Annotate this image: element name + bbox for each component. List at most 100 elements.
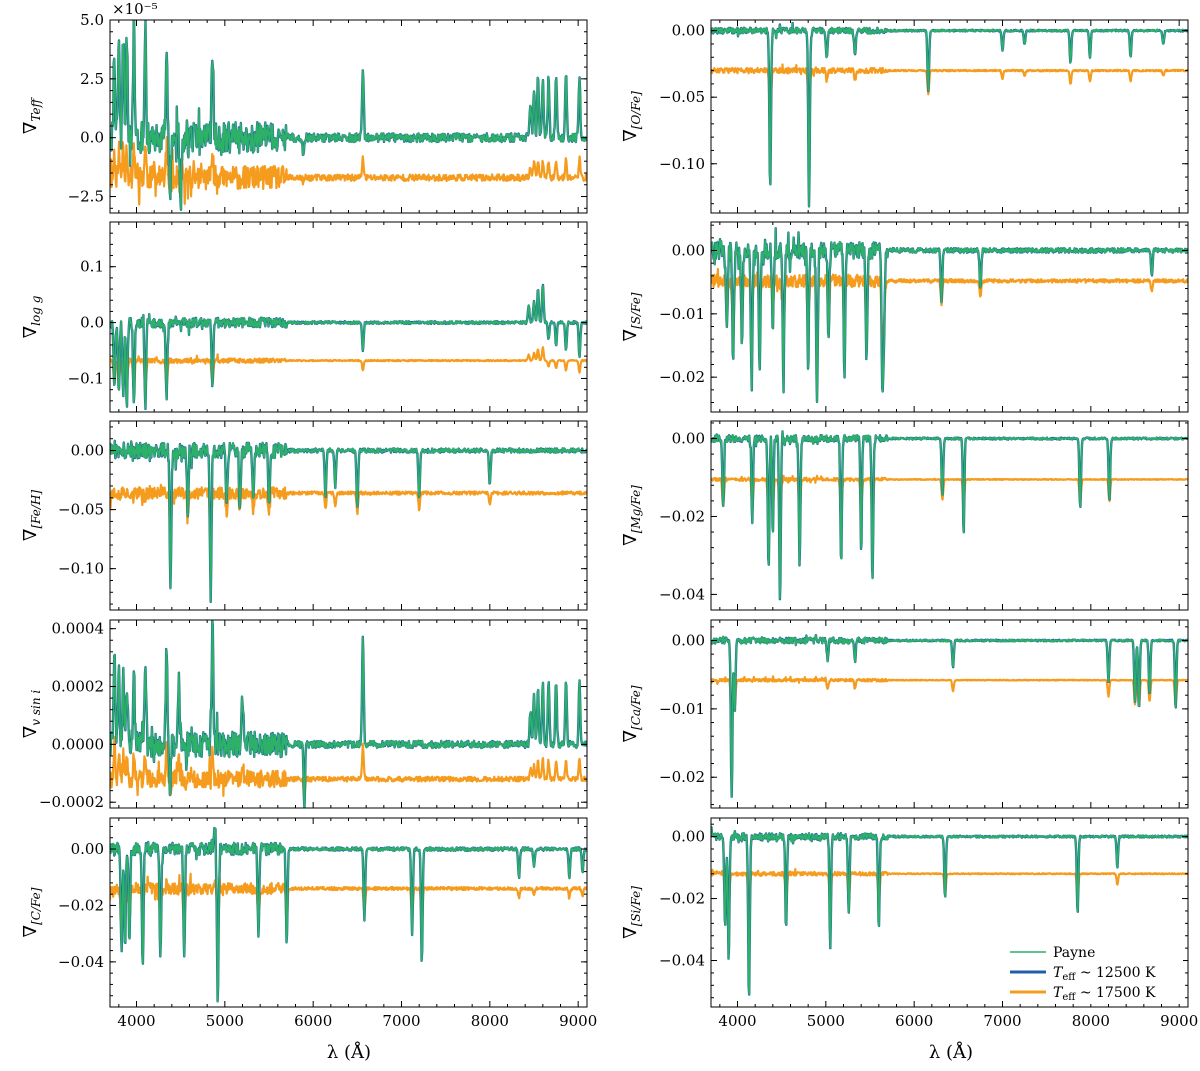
x-tick-label: 6000 [895, 1012, 933, 1030]
series-hot [711, 63, 1188, 140]
x-tick-label: 9000 [1160, 1012, 1198, 1030]
series-hot [711, 675, 1188, 746]
series-payne [110, 284, 587, 410]
legend-label-cool: Teff ~ 12500 K [1053, 965, 1156, 983]
sci-notation-label: ×10⁻⁵ [112, 0, 158, 18]
series-cool [711, 430, 1188, 601]
y-tick-label: −0.02 [659, 768, 705, 786]
y-axis-label: ∇[S/Fe] [620, 292, 643, 341]
x-axis-label-right: λ (Å) [929, 1041, 973, 1063]
panel-right-0: −0.10 −0.05 0.00 ∇[O/Fe] [620, 19, 1189, 214]
y-axis-label: ∇[Mg/Fe] [620, 485, 643, 546]
y-tick-label: −0.02 [659, 890, 705, 908]
axes-frame [710, 19, 1189, 214]
series-payne [711, 226, 1188, 403]
panel-left-1: −0.1 0.0 0.1 ∇log g [20, 221, 588, 413]
x-tick-label: 8000 [471, 1012, 509, 1030]
y-tick-label: −0.10 [659, 155, 705, 173]
y-tick-label: −0.01 [659, 305, 705, 323]
y-tick-label: 0.00 [71, 442, 104, 460]
x-tick-label: 5000 [807, 1012, 845, 1030]
y-tick-label: −0.01 [659, 700, 705, 718]
series-cool [110, 283, 587, 411]
y-tick-label: 0.00 [672, 430, 705, 448]
series-cool [711, 633, 1188, 798]
series-payne [110, 827, 587, 1003]
panel-right-3: −0.02 −0.01 0.00 ∇[Ca/Fe] [620, 619, 1189, 809]
legend-label-payne: Payne [1053, 945, 1095, 961]
y-axis-label: ∇[O/Fe] [620, 91, 643, 142]
series-payne [711, 826, 1188, 996]
axes-frame [109, 221, 588, 413]
y-axis-label: ∇v sin i [20, 690, 43, 739]
series-hot [110, 483, 587, 548]
panel-left-2: −0.10 −0.05 0.00 ∇[Fe/H] [20, 420, 588, 611]
y-axis-label: ∇[C/Fe] [20, 887, 43, 937]
plot-area [711, 21, 1188, 208]
series-payne [711, 22, 1188, 208]
series-payne [110, 440, 587, 603]
plot-area [110, 283, 587, 411]
plot-area [110, 439, 587, 604]
y-tick-label: 0.1 [80, 258, 104, 276]
y-tick-label: −0.04 [58, 953, 104, 971]
y-tick-label: −0.02 [659, 507, 705, 525]
series-hot [110, 735, 587, 799]
y-tick-label: −0.10 [58, 560, 104, 578]
x-axis-label-left: λ (Å) [327, 1041, 371, 1063]
legend: Payne Teff ~ 12500 K Teff ~ 17500 K [1003, 938, 1183, 1004]
x-tick-label: 4000 [117, 1012, 155, 1030]
series-hot [711, 267, 1188, 351]
panel-left-0: −2.5 0.0 2.5 5.0 ∇Teff [20, 11, 588, 214]
y-tick-label: −0.04 [659, 952, 705, 970]
plot-area [711, 826, 1188, 996]
plot-area [711, 430, 1188, 601]
plot-area [711, 633, 1188, 798]
series-hot [711, 868, 1188, 929]
y-axis-label: ∇[Ca/Fe] [620, 685, 643, 742]
y-tick-label: −0.04 [659, 585, 705, 603]
panel-right-4: 4000 5000 6000 7000 8000 9000 −0.04 −0.02 0.00 ∇[… [620, 817, 1198, 1030]
y-tick-label: 0.0 [80, 129, 104, 147]
x-tick-label: 7000 [382, 1012, 420, 1030]
series-payne [711, 430, 1188, 600]
x-tick-label: 7000 [983, 1012, 1021, 1030]
panel-right-2: −0.04 −0.02 0.00 ∇[Mg/Fe] [620, 420, 1189, 611]
y-tick-label: 0.00 [672, 632, 705, 650]
y-tick-label: 0.0 [80, 314, 104, 332]
series-payne [711, 634, 1188, 798]
series-payne [110, 620, 587, 808]
y-tick-label: 0.0000 [52, 735, 105, 753]
y-tick-label: −0.02 [659, 368, 705, 386]
x-tick-label: 6000 [294, 1012, 332, 1030]
y-tick-label: 0.0004 [52, 620, 105, 638]
x-tick-label: 8000 [1072, 1012, 1110, 1030]
y-axis-label: ∇[Si/Fe] [620, 886, 643, 939]
panel-right-1: −0.02 −0.01 0.00 ∇[S/Fe] [620, 221, 1189, 413]
series-hot [711, 474, 1188, 537]
x-tick-label: 9000 [559, 1012, 597, 1030]
y-axis-label: ∇log g [20, 295, 43, 338]
series-payne [110, 20, 587, 211]
y-tick-label: −2.5 [68, 188, 104, 206]
plot-area [711, 226, 1188, 404]
y-tick-label: −0.02 [58, 896, 104, 914]
x-tick-label: 4000 [718, 1012, 756, 1030]
y-axis-label: ∇Teff [20, 96, 43, 134]
panel-left-4: 4000 5000 6000 7000 8000 9000 −0.04 −0.02 0.00 ∇[… [20, 817, 597, 1030]
plot-area [110, 826, 587, 1003]
y-tick-label: −0.0002 [39, 793, 104, 811]
y-tick-label: 0.00 [672, 828, 705, 846]
y-tick-label: 0.00 [71, 840, 104, 858]
series-hot [110, 346, 587, 393]
series-hot [110, 136, 587, 206]
y-tick-label: 0.00 [672, 242, 705, 260]
series-hot [110, 872, 587, 943]
series-cool [110, 439, 587, 604]
y-tick-label: −0.1 [68, 369, 104, 387]
axes-frame [710, 619, 1189, 809]
series-cool [711, 21, 1188, 208]
panel-left-3: −0.0002 0.0000 0.0002 0.0004 ∇v sin i [20, 619, 588, 811]
y-axis-label: ∇[Fe/H] [20, 490, 43, 542]
